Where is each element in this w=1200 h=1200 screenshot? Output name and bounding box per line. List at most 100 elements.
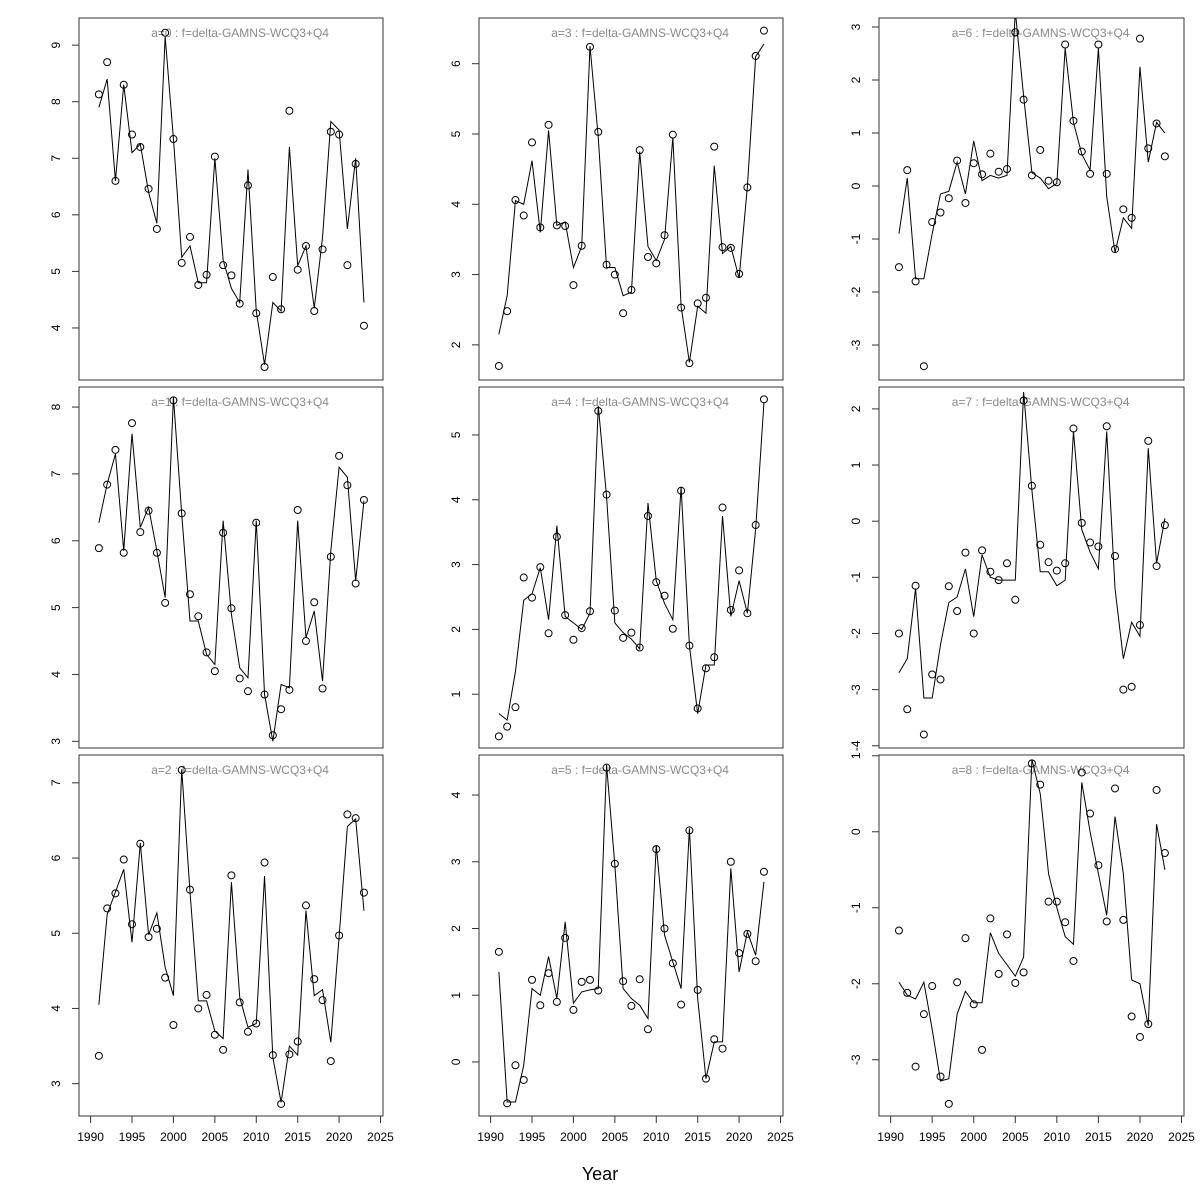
observed-point bbox=[735, 566, 744, 575]
observed-point bbox=[94, 544, 103, 553]
x-tick-label: 2005 bbox=[1002, 1130, 1029, 1144]
observed-point bbox=[961, 934, 970, 943]
y-tick-label: -3 bbox=[849, 339, 863, 350]
observed-point bbox=[1094, 542, 1103, 551]
y-tick-label: -1 bbox=[849, 233, 863, 244]
observed-point bbox=[494, 732, 503, 741]
observed-point bbox=[944, 194, 953, 203]
y-tick-label: 5 bbox=[449, 130, 463, 137]
observed-point bbox=[1135, 1032, 1144, 1041]
y-tick-label: 7 bbox=[49, 155, 63, 162]
x-tick-label: 1995 bbox=[519, 1130, 546, 1144]
observed-point bbox=[1069, 424, 1078, 433]
observed-point bbox=[285, 1050, 294, 1059]
observed-point bbox=[1077, 768, 1086, 777]
panel: a=0 : f=delta-GAMNS-WCQ3+Q4 4 5 6 7 8 9 bbox=[49, 17, 384, 381]
observed-point bbox=[1119, 685, 1128, 694]
observed-point bbox=[569, 1005, 578, 1014]
x-tick-label: 1995 bbox=[919, 1130, 946, 1144]
panel-title: a=6 : f=delta-GAMNS-WCQ3+Q4 bbox=[952, 26, 1130, 40]
y-tick-label: 6 bbox=[49, 537, 63, 544]
observed-point bbox=[128, 419, 137, 428]
observed-point bbox=[293, 1037, 302, 1046]
observed-point bbox=[260, 858, 269, 867]
plot-frame bbox=[878, 17, 1185, 381]
observed-point bbox=[111, 445, 120, 454]
plot-frame bbox=[878, 386, 1185, 749]
observed-point bbox=[1011, 28, 1020, 37]
observed-point bbox=[128, 130, 137, 139]
observed-point bbox=[903, 705, 912, 714]
observed-point bbox=[103, 904, 112, 913]
observed-point bbox=[519, 211, 528, 220]
observed-point bbox=[343, 810, 352, 819]
y-tick-label: 4 bbox=[49, 324, 63, 331]
x-tick-label: 1990 bbox=[477, 1130, 504, 1144]
observed-point bbox=[718, 503, 727, 512]
observed-point bbox=[1119, 915, 1128, 924]
observed-point bbox=[1111, 784, 1120, 793]
observed-point bbox=[1111, 551, 1120, 560]
observed-point bbox=[169, 1020, 178, 1029]
plot-frame bbox=[878, 754, 1185, 1117]
observed-point bbox=[94, 90, 103, 99]
y-tick-label: 4 bbox=[49, 671, 63, 678]
observed-point bbox=[911, 1062, 920, 1071]
observed-point bbox=[919, 730, 928, 739]
panel-title: a=1 : f=delta-GAMNS-WCQ3+Q4 bbox=[151, 395, 329, 409]
observed-point bbox=[894, 629, 903, 638]
observed-point bbox=[986, 149, 995, 158]
x-tick-label: 2010 bbox=[243, 1130, 270, 1144]
x-tick-label: 2005 bbox=[601, 1130, 628, 1144]
y-tick-label: -1 bbox=[849, 572, 863, 583]
observed-point bbox=[544, 120, 553, 129]
observed-point bbox=[552, 997, 561, 1006]
observed-point bbox=[759, 867, 768, 876]
observed-point bbox=[668, 624, 677, 633]
y-tick-label: 1 bbox=[449, 992, 463, 999]
observed-point bbox=[718, 1044, 727, 1053]
y-tick-label: 2 bbox=[449, 341, 463, 348]
observed-point bbox=[1011, 979, 1020, 987]
y-tick-label: 8 bbox=[49, 403, 63, 410]
observed-point bbox=[103, 480, 112, 489]
observed-point bbox=[519, 573, 528, 582]
y-tick-label: -1 bbox=[849, 902, 863, 913]
observed-point bbox=[944, 1099, 953, 1108]
observed-point bbox=[894, 926, 903, 935]
observed-point bbox=[152, 224, 161, 233]
observed-point bbox=[577, 624, 586, 633]
observed-point bbox=[111, 889, 120, 898]
fitted-line bbox=[498, 402, 765, 722]
y-tick-label: 1 bbox=[849, 752, 863, 759]
observed-point bbox=[94, 1051, 103, 1060]
y-tick-label: 0 bbox=[849, 182, 863, 189]
observed-point bbox=[1144, 144, 1153, 153]
x-axis-label: Year bbox=[582, 1164, 618, 1184]
observed-point bbox=[1061, 40, 1070, 49]
observed-point bbox=[119, 855, 128, 864]
observed-point bbox=[243, 181, 252, 190]
y-tick-label: 4 bbox=[449, 496, 463, 503]
x-tick-label: 2005 bbox=[201, 1130, 228, 1144]
observed-point bbox=[1086, 169, 1095, 178]
observed-point bbox=[1036, 145, 1045, 154]
panel-title: a=8 : f=delta-GAMNS-WCQ3+Q4 bbox=[952, 763, 1130, 777]
observed-point bbox=[978, 546, 987, 555]
observed-point bbox=[194, 612, 203, 621]
y-tick-label: 6 bbox=[49, 854, 63, 861]
observed-point bbox=[1011, 595, 1020, 604]
observed-point bbox=[994, 969, 1003, 978]
observed-point bbox=[177, 258, 186, 267]
panel: a=8 : f=delta-GAMNS-WCQ3+Q4 -3 -2 -1 0 1 1990 1… bbox=[849, 752, 1195, 1144]
y-tick-label: 6 bbox=[449, 60, 463, 67]
y-tick-label: -3 bbox=[849, 1054, 863, 1065]
observed-point bbox=[318, 684, 327, 693]
plot-frame bbox=[478, 754, 784, 1117]
observed-point bbox=[494, 361, 503, 370]
y-tick-label: 5 bbox=[49, 268, 63, 275]
y-tick-label: 5 bbox=[449, 431, 463, 438]
observed-point bbox=[928, 982, 937, 991]
observed-point bbox=[928, 218, 937, 227]
observed-point bbox=[185, 590, 194, 599]
